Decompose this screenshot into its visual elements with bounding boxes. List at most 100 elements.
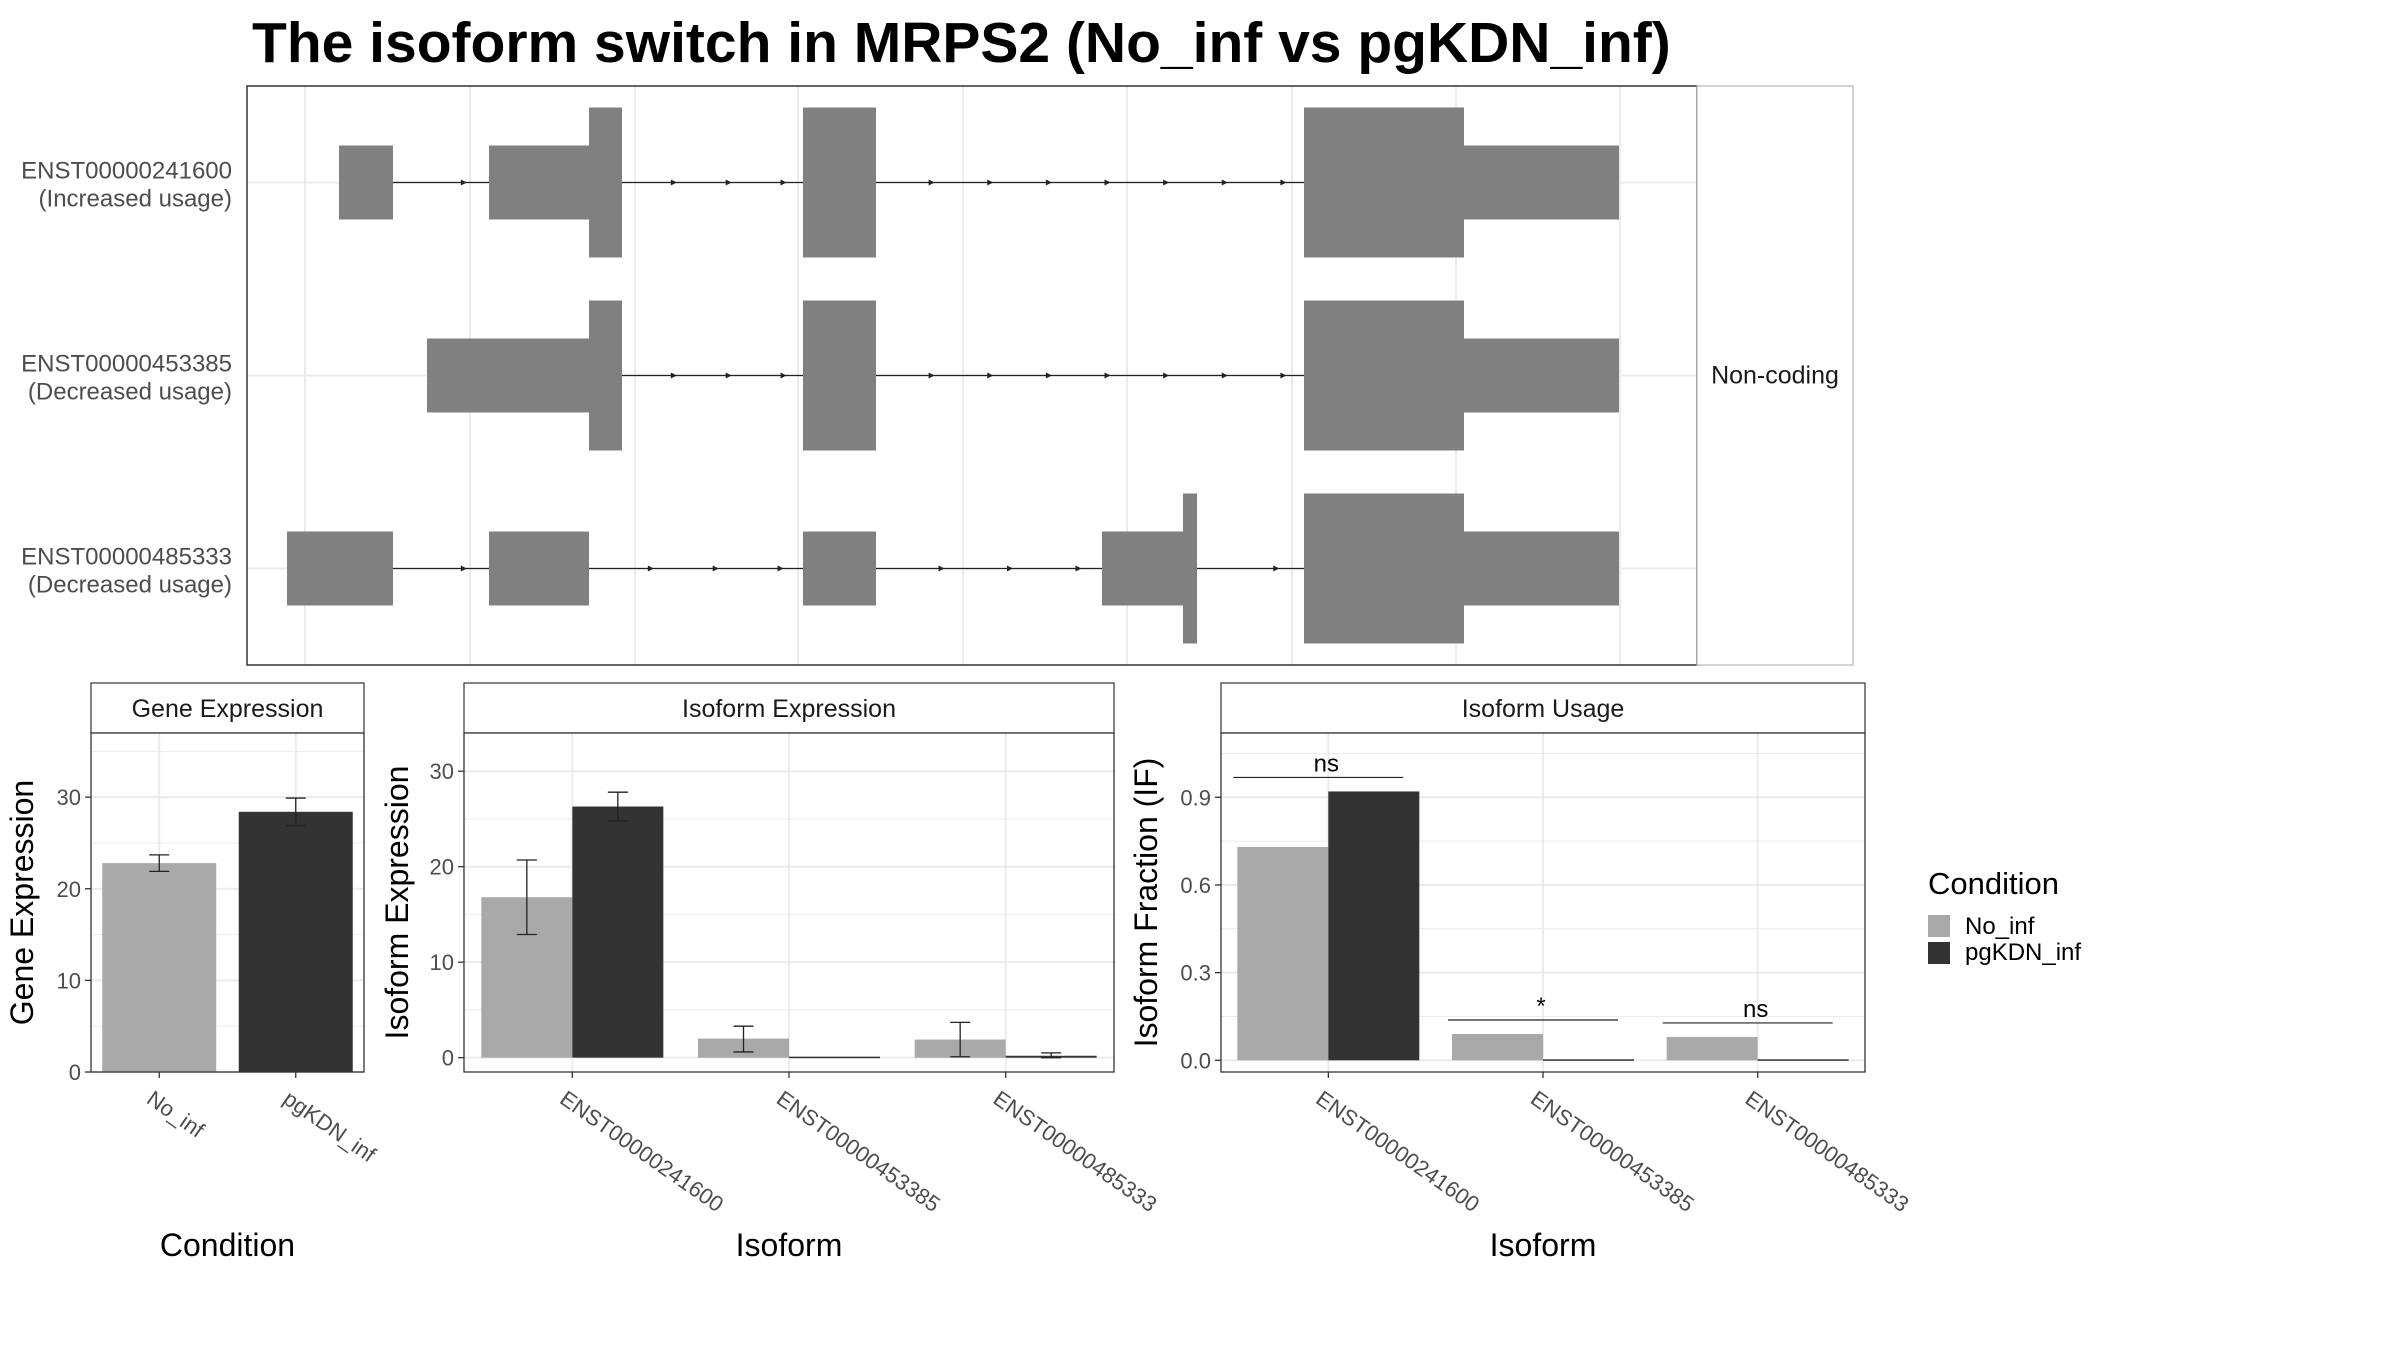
panel-border xyxy=(90,732,365,1073)
intron-arrow xyxy=(647,565,654,572)
bar xyxy=(1757,1059,1849,1061)
condition-legend: Condition No_inf pgKDN_inf xyxy=(1928,866,2081,966)
bar xyxy=(1237,846,1329,1061)
exon-block xyxy=(1304,493,1464,644)
exon-block xyxy=(1464,145,1619,220)
intron-arrow xyxy=(780,372,787,379)
exon-block xyxy=(1304,107,1464,258)
x-tick-label: ENST00000485333 xyxy=(989,1086,1162,1217)
significance-label: ns xyxy=(1314,750,1339,777)
y-tick-label: 10 xyxy=(57,968,81,993)
y-axis-title: Gene Expression xyxy=(4,780,40,1025)
exon-block xyxy=(489,531,589,606)
exon-block xyxy=(287,531,393,606)
exon-block xyxy=(1464,531,1619,606)
exon-block xyxy=(1102,531,1183,606)
panel-strip xyxy=(90,682,365,734)
intron-arrow xyxy=(712,565,719,572)
intron-arrow xyxy=(928,372,935,379)
y-tick-label: 0 xyxy=(442,1046,454,1071)
transcript-usage-label: (Increased usage) xyxy=(39,186,232,213)
transcript-id-label: ENST00000241600 xyxy=(21,158,232,185)
transcript-id-label: ENST00000453385 xyxy=(21,351,232,378)
panel-strip xyxy=(1220,682,1866,734)
y-tick-label: 0.3 xyxy=(1180,961,1211,986)
intron-arrow xyxy=(460,565,467,572)
y-tick-label: 30 xyxy=(430,759,454,784)
intron-arrow xyxy=(987,372,994,379)
bar xyxy=(789,1056,880,1059)
y-tick-label: 0.0 xyxy=(1180,1048,1211,1073)
significance-label: * xyxy=(1536,993,1545,1020)
y-tick-label: 0.6 xyxy=(1180,873,1211,898)
intron-arrow xyxy=(1163,372,1170,379)
intron-arrow xyxy=(928,179,935,186)
intron-arrow xyxy=(1104,372,1111,379)
x-tick-label: ENST00000453385 xyxy=(772,1086,945,1217)
y-tick-label: 30 xyxy=(57,785,81,810)
bar xyxy=(102,863,217,1072)
legend-title: Condition xyxy=(1928,866,2059,901)
x-tick-label: No_inf xyxy=(142,1086,209,1143)
intron-arrow xyxy=(777,565,784,572)
panel-strip-label: Isoform Usage xyxy=(1462,695,1625,723)
intron-arrow xyxy=(725,179,732,186)
gene-expression-panel: Gene Expression 0 10 20 30 No_inf pgKDN_inf Con… xyxy=(4,682,381,1263)
bar xyxy=(238,811,353,1072)
exon-block xyxy=(803,300,876,451)
y-tick-label: 10 xyxy=(430,950,454,975)
exon-block xyxy=(589,300,622,451)
exon-block xyxy=(339,145,393,220)
structure-strip-label: Non-coding xyxy=(1711,362,1839,390)
intron-arrow xyxy=(670,179,677,186)
intron-arrow xyxy=(1221,179,1228,186)
transcript-usage-label: (Decreased usage) xyxy=(28,572,232,599)
x-tick-label: ENST00000241600 xyxy=(555,1086,728,1217)
intron-arrow xyxy=(1104,179,1111,186)
exon-block xyxy=(589,107,622,258)
x-tick-label: ENST00000241600 xyxy=(1311,1086,1484,1217)
x-tick-label: ENST00000453385 xyxy=(1526,1086,1699,1217)
intron-arrow xyxy=(1045,372,1052,379)
y-tick-label: 0.9 xyxy=(1180,785,1211,810)
exon-block xyxy=(803,531,876,606)
exon-block xyxy=(427,338,589,413)
bar xyxy=(1452,1034,1543,1061)
x-axis-title: Condition xyxy=(160,1227,295,1263)
intron-arrow xyxy=(1273,565,1280,572)
exon-block xyxy=(803,107,876,258)
x-tick-label: ENST00000485333 xyxy=(1741,1086,1914,1217)
intron-arrow xyxy=(670,372,677,379)
legend-label-pgkdn-inf: pgKDN_inf xyxy=(1965,939,2081,966)
panel-strip-label: Gene Expression xyxy=(132,695,324,723)
bar xyxy=(1543,1059,1634,1061)
intron-arrow xyxy=(1075,565,1082,572)
panel-strip-label: Isoform Expression xyxy=(682,695,896,723)
transcript-usage-label: (Decreased usage) xyxy=(28,379,232,406)
panel-border xyxy=(463,732,1115,1073)
intron-arrow xyxy=(780,179,787,186)
exon-block xyxy=(489,145,589,220)
exon-block xyxy=(1464,338,1619,413)
x-tick-label: pgKDN_inf xyxy=(279,1086,381,1168)
bar xyxy=(1328,791,1420,1061)
intron-arrow xyxy=(1280,179,1287,186)
exon-block xyxy=(1183,493,1197,644)
y-axis-title: Isoform Fraction (IF) xyxy=(1128,758,1164,1048)
intron-arrow xyxy=(1045,179,1052,186)
panel-border xyxy=(1220,732,1866,1073)
legend-swatch-no-inf xyxy=(1928,915,1950,937)
transcript-id-label: ENST00000485333 xyxy=(21,544,232,571)
intron-arrow xyxy=(1163,179,1170,186)
transcript-structure-panel: ENST00000241600(Increased usage) ENST0000… xyxy=(21,85,1854,666)
bar xyxy=(1666,1036,1758,1061)
legend-swatch-pgkdn-inf xyxy=(1928,942,1950,964)
y-axis-title: Isoform Expression xyxy=(379,766,415,1040)
intron-arrow xyxy=(938,565,945,572)
isoform-usage-panel: Isoform Usage 0.0 0.3 0.6 0.9 ns ENST000002416… xyxy=(1128,682,1914,1263)
structure-strip xyxy=(1696,85,1854,666)
exon-block xyxy=(1304,300,1464,451)
legend-label-no-inf: No_inf xyxy=(1965,913,2035,940)
intron-arrow xyxy=(1280,372,1287,379)
figure-title: The isoform switch in MRPS2 (No_inf vs p… xyxy=(252,11,1671,75)
